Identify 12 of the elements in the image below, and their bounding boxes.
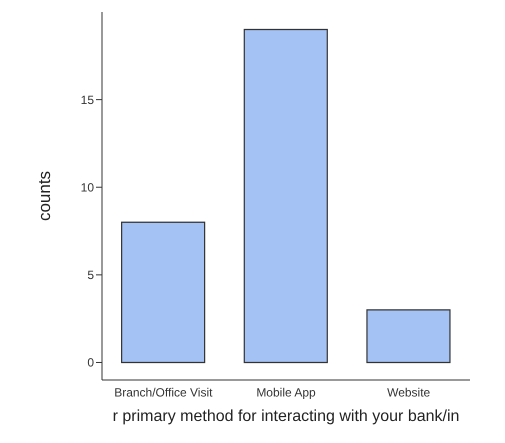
- bar: [366, 309, 451, 364]
- y-tick-label: 10: [80, 180, 94, 194]
- bar: [121, 222, 206, 364]
- x-axis-title: r primary method for interacting with your bank/in: [112, 408, 460, 425]
- y-axis-title: counts: [35, 170, 54, 222]
- y-tick-label: 5: [87, 268, 94, 282]
- y-tick-label: 15: [80, 92, 94, 107]
- y-tick-label: 0: [87, 356, 94, 370]
- bar: [244, 28, 328, 364]
- x-tick-label: Branch/Office Visit: [114, 386, 214, 400]
- x-tick-label: Mobile App: [256, 386, 316, 400]
- x-tick-label: Website: [387, 386, 431, 400]
